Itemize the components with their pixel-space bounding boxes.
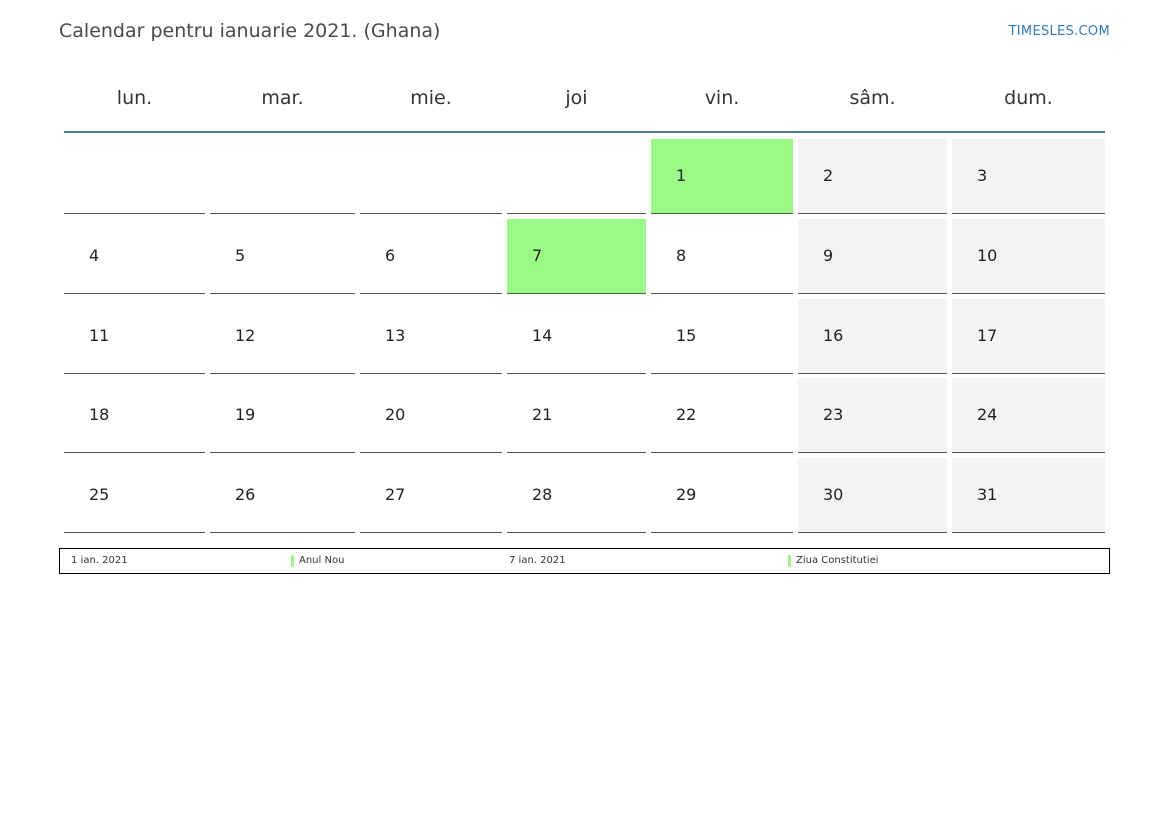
day-number: 1: [676, 166, 687, 185]
legend-holiday-marker: [788, 555, 791, 567]
day-number: 21: [532, 405, 553, 424]
day-number: 15: [676, 326, 697, 345]
day-cell-tuesday[interactable]: 19: [210, 378, 355, 453]
day-cell-thursday[interactable]: 21: [507, 378, 646, 453]
legend-holiday-marker: [291, 555, 294, 567]
day-cell-friday[interactable]: 1: [651, 139, 793, 214]
day-number: 13: [385, 326, 406, 345]
day-number: 7: [532, 246, 543, 265]
day-number: 29: [676, 485, 697, 504]
day-number: 9: [823, 246, 834, 265]
day-number: 4: [89, 246, 100, 265]
day-number: 6: [385, 246, 396, 265]
day-cell-tuesday[interactable]: 26: [210, 458, 355, 533]
legend-date: 7 ian. 2021: [509, 555, 566, 566]
day-cell-tuesday[interactable]: 12: [210, 299, 355, 374]
day-cell-monday[interactable]: 25: [64, 458, 205, 533]
day-cell-wednesday[interactable]: 20: [360, 378, 502, 453]
day-number: 3: [977, 166, 988, 185]
day-cell-wednesday[interactable]: 27: [360, 458, 502, 533]
day-number: 8: [676, 246, 687, 265]
day-cell-saturday[interactable]: 30: [798, 458, 947, 533]
day-number: 20: [385, 405, 406, 424]
legend-holiday-name: Ziua Constitutiei: [796, 555, 879, 566]
day-number: 26: [235, 485, 256, 504]
day-number: 28: [532, 485, 553, 504]
day-cell-sunday[interactable]: 31: [952, 458, 1105, 533]
weekday-sunday: dum.: [1004, 87, 1053, 109]
day-number: 24: [977, 405, 998, 424]
day-number: 10: [977, 246, 998, 265]
day-number: 19: [235, 405, 256, 424]
day-cell-saturday[interactable]: 16: [798, 299, 947, 374]
weekday-friday: vin.: [704, 87, 740, 109]
day-cell-wednesday[interactable]: 6: [360, 219, 502, 294]
weekday-thursday: joi: [565, 87, 588, 109]
day-number: 5: [235, 246, 246, 265]
day-number: 30: [823, 485, 844, 504]
day-number: 23: [823, 405, 844, 424]
day-cell-monday[interactable]: 18: [64, 378, 205, 453]
day-cell-sunday[interactable]: 3: [952, 139, 1105, 214]
day-number: 16: [823, 326, 844, 345]
day-cell-thursday[interactable]: 28: [507, 458, 646, 533]
day-number: 25: [89, 485, 110, 504]
page-title: Calendar pentru ianuarie 2021. (Ghana): [59, 20, 441, 42]
day-cell-thursday[interactable]: 7: [507, 219, 646, 294]
weekday-monday: lun.: [116, 87, 153, 109]
day-number: 27: [385, 485, 406, 504]
empty-day-cell: [64, 139, 205, 214]
empty-day-cell: [507, 139, 646, 214]
weekday-tuesday: mar.: [261, 87, 304, 109]
day-cell-sunday[interactable]: 17: [952, 299, 1105, 374]
day-cell-friday[interactable]: 22: [651, 378, 793, 453]
day-number: 2: [823, 166, 834, 185]
day-number: 31: [977, 485, 998, 504]
day-cell-friday[interactable]: 15: [651, 299, 793, 374]
empty-day-cell: [210, 139, 355, 214]
day-cell-saturday[interactable]: 9: [798, 219, 947, 294]
day-cell-monday[interactable]: 4: [64, 219, 205, 294]
day-cell-saturday[interactable]: 23: [798, 378, 947, 453]
empty-day-cell: [360, 139, 502, 214]
day-number: 22: [676, 405, 697, 424]
day-number: 18: [89, 405, 110, 424]
header-divider: [64, 131, 1105, 133]
day-cell-friday[interactable]: 29: [651, 458, 793, 533]
day-cell-friday[interactable]: 8: [651, 219, 793, 294]
day-cell-wednesday[interactable]: 13: [360, 299, 502, 374]
weekday-wednesday: mie.: [410, 87, 452, 109]
weekday-saturday: sâm.: [849, 87, 896, 109]
day-cell-tuesday[interactable]: 5: [210, 219, 355, 294]
day-cell-thursday[interactable]: 14: [507, 299, 646, 374]
day-number: 11: [89, 326, 110, 345]
legend-date: 1 ian. 2021: [71, 555, 128, 566]
day-cell-sunday[interactable]: 10: [952, 219, 1105, 294]
day-cell-monday[interactable]: 11: [64, 299, 205, 374]
day-number: 12: [235, 326, 256, 345]
legend-holiday-name: Anul Nou: [299, 555, 345, 566]
day-cell-saturday[interactable]: 2: [798, 139, 947, 214]
brand-link[interactable]: TIMESLES.COM: [1008, 24, 1110, 39]
day-number: 17: [977, 326, 998, 345]
day-number: 14: [532, 326, 553, 345]
holiday-legend: 1 ian. 2021 Anul Nou 7 ian. 2021 Ziua Co…: [59, 548, 1110, 574]
day-cell-sunday[interactable]: 24: [952, 378, 1105, 453]
